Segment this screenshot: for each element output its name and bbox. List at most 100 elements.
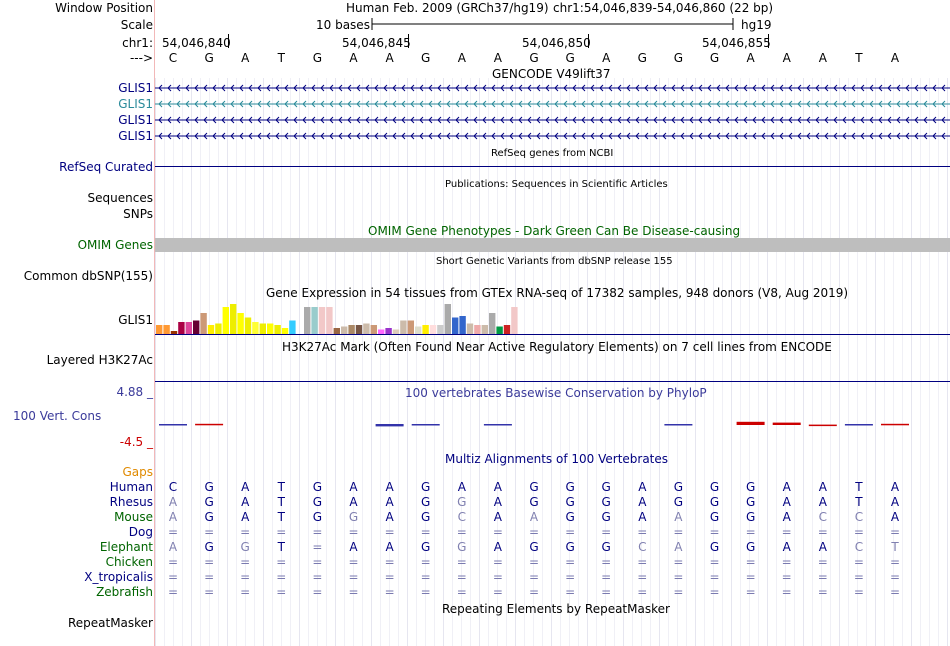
- aligned-base: =: [312, 525, 323, 539]
- aligned-base: =: [204, 555, 215, 569]
- species-label[interactable]: Dog: [128, 525, 153, 539]
- gtex-tissue-bar: [355, 325, 363, 334]
- gtex-track-label[interactable]: GLIS1: [118, 313, 153, 327]
- species-label[interactable]: X_tropicalis: [84, 570, 153, 584]
- gencode-gene-label[interactable]: GLIS1: [118, 81, 153, 95]
- aligned-base: =: [637, 525, 648, 539]
- omim-track-label[interactable]: OMIM Genes: [77, 238, 153, 252]
- aligned-base: G: [421, 510, 431, 524]
- aligned-base: G: [673, 480, 684, 494]
- gencode-gene-tracks[interactable]: [155, 80, 950, 144]
- aligned-base: G: [565, 480, 575, 494]
- sequence-base: G: [529, 51, 539, 65]
- gencode-gene-label[interactable]: GLIS1: [118, 113, 153, 127]
- gtex-tissue-bar: [363, 323, 370, 334]
- aligned-base: T: [891, 540, 899, 554]
- gtex-tissue-bar: [237, 313, 244, 334]
- aligned-base: =: [745, 585, 756, 599]
- aligned-base: =: [745, 555, 756, 569]
- gtex-tissue-bar: [415, 326, 422, 334]
- aligned-base: =: [384, 525, 395, 539]
- aligned-base: A: [782, 510, 791, 524]
- gtex-tissue-bar: [348, 325, 355, 334]
- aligned-base: G: [745, 540, 756, 554]
- aligned-base: T: [277, 480, 285, 494]
- aligned-base: =: [745, 525, 756, 539]
- species-label[interactable]: Human: [109, 480, 153, 494]
- aligned-base: C: [854, 510, 864, 524]
- window-position-label: Window Position: [55, 1, 153, 15]
- sequence-base: G: [565, 51, 575, 65]
- aligned-base: A: [782, 495, 791, 509]
- aligned-base: =: [817, 525, 828, 539]
- sequence-base: G: [709, 51, 720, 65]
- aligned-base: =: [637, 570, 648, 584]
- ruler-tick-mark: [408, 34, 409, 48]
- phylop-track-label[interactable]: 100 Vert. Cons: [13, 409, 102, 423]
- gtex-tissue-bar: [489, 313, 496, 334]
- aligned-base: =: [492, 555, 503, 569]
- aligned-base: G: [709, 495, 720, 509]
- position-readout: chr1:54,046,839-54,046,860 (22 bp): [553, 1, 774, 15]
- refseq-track-label[interactable]: RefSeq Curated: [59, 160, 153, 174]
- species-label[interactable]: Rhesus: [109, 495, 153, 509]
- sequence-base: A: [746, 51, 755, 65]
- dbsnp-track-label[interactable]: Common dbSNP(155): [23, 269, 153, 283]
- h3k27ac-track-label[interactable]: Layered H3K27Ac: [46, 353, 153, 367]
- sequence-base: A: [493, 51, 502, 65]
- gtex-tissue-bar: [311, 307, 318, 334]
- aligned-base: A: [349, 495, 358, 509]
- species-label[interactable]: Chicken: [105, 555, 153, 569]
- aligned-base: =: [601, 525, 612, 539]
- aligned-base: =: [528, 525, 540, 539]
- scale-label: Scale: [120, 18, 153, 32]
- aligned-base: A: [638, 510, 647, 524]
- gtex-tissue-bar: [193, 320, 200, 334]
- gtex-tissue-bar: [178, 322, 185, 334]
- aligned-base: =: [817, 555, 828, 569]
- refseq-gene-line[interactable]: [155, 166, 950, 167]
- species-label[interactable]: Elephant: [99, 540, 153, 554]
- sequence-base: A: [349, 51, 358, 65]
- repeatmasker-track-title: Repeating Elements by RepeatMasker: [442, 602, 670, 616]
- aligned-base: G: [457, 540, 467, 554]
- sequences-track-label[interactable]: Sequences: [87, 191, 153, 205]
- omim-gene-bar[interactable]: [155, 238, 950, 252]
- species-label[interactable]: Zebrafish: [96, 585, 153, 599]
- aligned-base: A: [890, 480, 900, 494]
- gencode-gene-label[interactable]: GLIS1: [118, 129, 153, 143]
- snps-track-label[interactable]: SNPs: [123, 207, 153, 221]
- repeatmasker-track-label[interactable]: RepeatMasker: [67, 616, 153, 630]
- aligned-base: G: [204, 480, 214, 494]
- aligned-base: =: [673, 555, 684, 569]
- sequence-base: A: [602, 51, 611, 65]
- phylop-min-label: -4.5 _: [119, 435, 153, 449]
- sequence-base: A: [818, 51, 827, 65]
- aligned-base: =: [456, 570, 467, 584]
- aligned-base: =: [565, 585, 576, 599]
- aligned-base: C: [638, 540, 647, 554]
- aligned-base: =: [384, 555, 395, 569]
- gencode-gene-label[interactable]: GLIS1: [118, 97, 153, 111]
- aligned-base: =: [384, 585, 395, 599]
- aligned-base: =: [601, 585, 612, 599]
- gtex-expression-chart[interactable]: [155, 302, 950, 336]
- strand-arrow-label[interactable]: --->: [129, 51, 153, 65]
- scale-text: 10 bases: [316, 18, 370, 32]
- aligned-base: =: [384, 570, 395, 584]
- aligned-base: =: [709, 525, 720, 539]
- gtex-tissue-bar: [481, 325, 488, 334]
- gaps-label[interactable]: Gaps: [122, 465, 153, 479]
- phylop-score-mark: [844, 424, 873, 426]
- aligned-base: =: [817, 570, 828, 584]
- aligned-base: =: [348, 525, 359, 539]
- aligned-base: =: [745, 570, 756, 584]
- aligned-base: A: [349, 540, 358, 554]
- species-label[interactable]: Mouse: [114, 510, 153, 524]
- gtex-tissue-bar: [274, 325, 281, 334]
- aligned-base: =: [276, 555, 287, 569]
- aligned-base: =: [492, 585, 503, 599]
- aligned-base: G: [565, 495, 575, 509]
- sequence-base: T: [277, 51, 285, 65]
- phylop-conservation-chart[interactable]: [155, 395, 950, 445]
